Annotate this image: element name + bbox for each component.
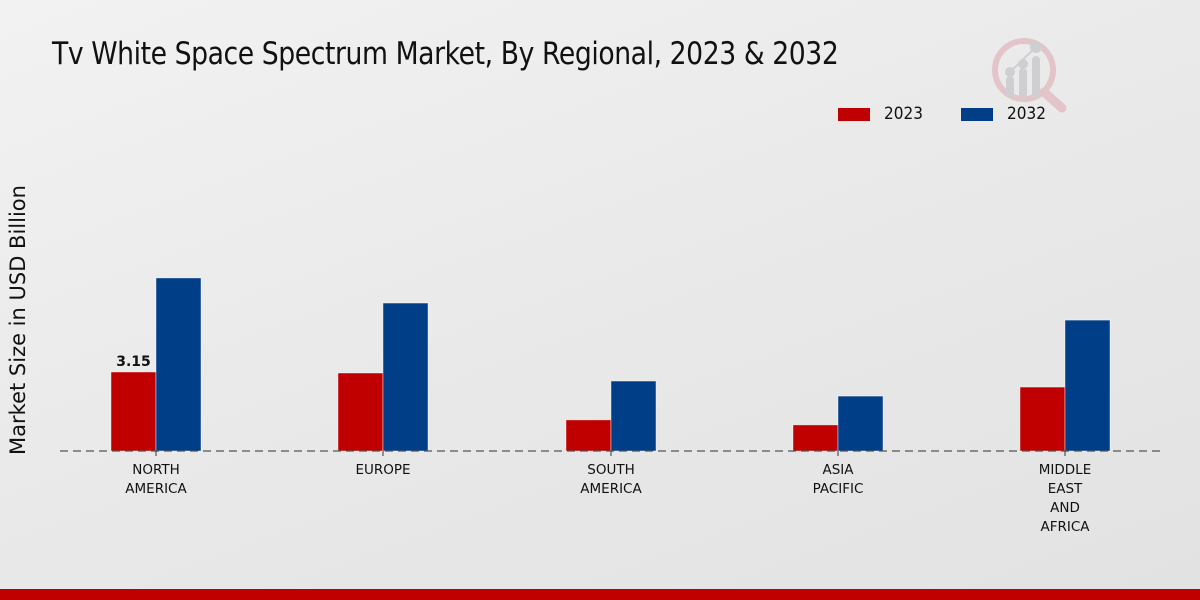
- bar-2023: [792, 424, 839, 452]
- bar-2032: [382, 302, 429, 452]
- x-tick-label-line: AMERICA: [125, 481, 187, 497]
- x-tick-label-line: EAST: [1048, 481, 1083, 497]
- watermark-logo-icon: [992, 38, 1067, 113]
- legend-label-2032: 2032: [1007, 104, 1047, 124]
- x-tick-label: NORTH AMERICA: [125, 462, 187, 497]
- x-tick-label: EUROPE: [355, 462, 410, 478]
- data-label: 3.15: [116, 354, 151, 370]
- legend-label-2023: 2023: [884, 104, 923, 124]
- legend-swatch-2023: [838, 107, 870, 121]
- x-tick-label-line: AFRICA: [1040, 519, 1090, 535]
- bar-2023: [565, 419, 612, 452]
- x-tick-label-line: PACIFIC: [813, 481, 864, 497]
- bar-2032: [1064, 319, 1111, 452]
- bar-2032: [837, 395, 884, 452]
- x-tick-label: SOUTH AMERICA: [580, 462, 642, 497]
- x-tick-label-line: AND: [1050, 500, 1080, 516]
- x-tick-label-line: SOUTH: [587, 462, 634, 478]
- bar-2023: [1019, 386, 1066, 452]
- chart-title: Tv White Space Spectrum Market, By Regio…: [52, 36, 839, 72]
- x-tick-label-line: EUROPE: [355, 462, 410, 478]
- x-tick-label-line: AMERICA: [580, 481, 642, 497]
- bar-2023: [337, 372, 384, 452]
- footer-bar: [0, 589, 1200, 600]
- bar-2032: [610, 380, 657, 452]
- bar-2023: [110, 371, 157, 452]
- x-tick-label-line: MIDDLE: [1039, 462, 1091, 478]
- x-tick-label: MIDDLE EAST AND AFRICA: [1039, 462, 1091, 535]
- legend-swatch-2032: [961, 107, 994, 121]
- legend: 2023 2032: [838, 104, 1085, 124]
- bar-2032: [155, 277, 202, 452]
- x-tick-label: ASIA PACIFIC: [813, 462, 864, 497]
- x-tick-label-line: NORTH: [132, 462, 180, 478]
- legend-item-2032: 2032: [961, 104, 1050, 124]
- legend-item-2023: 2023: [838, 104, 927, 124]
- x-tick-label-line: ASIA: [822, 462, 854, 478]
